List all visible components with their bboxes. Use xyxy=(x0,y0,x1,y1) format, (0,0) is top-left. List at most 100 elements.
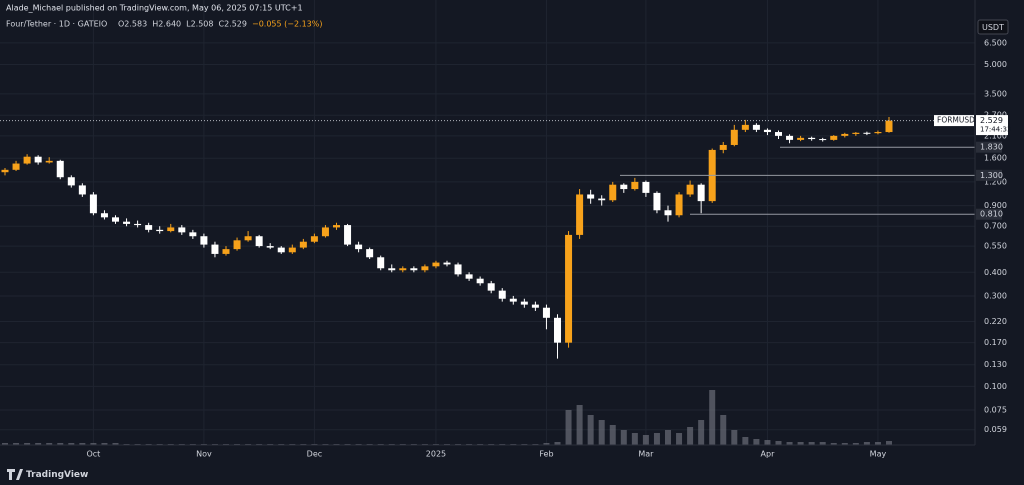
candle-body xyxy=(752,124,760,130)
logo-mark xyxy=(7,469,23,480)
volume-bar xyxy=(35,443,42,445)
candle-body xyxy=(145,225,153,230)
price-label: 2.529 xyxy=(980,116,1003,125)
candle-body xyxy=(454,264,462,275)
candle-body xyxy=(631,181,639,190)
volume-bar xyxy=(587,415,594,445)
candle-body xyxy=(399,268,407,271)
volume-bar xyxy=(68,443,75,445)
volume-bar xyxy=(631,433,638,445)
y-tick-label: 0.700 xyxy=(984,222,1007,231)
header-value: H2.640 xyxy=(152,20,181,29)
symbol-label: FORMUSDT xyxy=(937,116,980,125)
volume-bar xyxy=(598,420,605,445)
level-label: 1.830 xyxy=(980,143,1003,152)
x-tick-label: Dec xyxy=(307,450,322,459)
unit-box[interactable] xyxy=(977,19,1009,35)
candle-body xyxy=(244,236,252,241)
candle-body xyxy=(885,120,893,133)
volume-bar xyxy=(808,442,815,445)
candle-body xyxy=(366,249,374,258)
volume-bar xyxy=(2,443,8,445)
x-tick-label: Nov xyxy=(196,450,212,459)
y-tick-label: 0.075 xyxy=(984,405,1007,414)
candle-body xyxy=(730,129,738,145)
candle-body xyxy=(697,184,705,202)
candle-body xyxy=(100,213,108,218)
volume-bar xyxy=(642,435,649,445)
candle-body xyxy=(189,232,197,237)
candle-body xyxy=(786,135,794,140)
volume-bar xyxy=(863,442,870,445)
candle-body xyxy=(167,227,175,232)
candle-body xyxy=(299,241,307,248)
volume-bar xyxy=(841,443,848,445)
candle-body xyxy=(609,184,617,201)
unit[interactable]: USDT xyxy=(982,23,1004,32)
candle-body xyxy=(178,227,186,233)
candle-body xyxy=(598,198,606,201)
candle-body xyxy=(819,139,827,141)
volume-bar xyxy=(565,410,572,445)
countdown-label: 17:44:33 xyxy=(980,126,1011,134)
level-label-box xyxy=(976,141,1002,153)
candle-body xyxy=(134,223,142,226)
candle-body xyxy=(233,240,241,250)
y-tick-label: 0.170 xyxy=(984,338,1007,347)
candle-body xyxy=(288,247,296,253)
candle-body xyxy=(808,137,816,140)
publisher: Alade_Michael published on TradingView.c… xyxy=(6,4,303,13)
candle-body xyxy=(355,244,363,250)
candle-body xyxy=(200,236,208,245)
candle-body xyxy=(686,184,694,195)
candle-body xyxy=(719,144,727,150)
volume-bar xyxy=(687,427,694,445)
header-value: C2.529 xyxy=(218,20,247,29)
candle-body xyxy=(620,184,628,190)
candle-body xyxy=(830,135,838,140)
candle-body xyxy=(476,278,484,284)
header-value: O2.583 xyxy=(118,20,147,29)
header-value: −0.055 (−2.13%) xyxy=(252,20,323,29)
volume-bar xyxy=(554,442,561,445)
candle-body xyxy=(333,225,340,228)
level-label: 0.810 xyxy=(980,210,1003,219)
footer-logo: TradingView xyxy=(7,469,88,480)
y-tick-label: 0.220 xyxy=(984,317,1007,326)
volume-bar xyxy=(775,441,782,445)
y-tick-label: 2.100 xyxy=(984,131,1007,140)
level-label-box xyxy=(976,208,1002,220)
volume-bar xyxy=(764,440,771,445)
candle-body xyxy=(78,185,86,195)
candle-body xyxy=(89,194,97,214)
volume-bar xyxy=(90,443,97,445)
volume-bar xyxy=(819,442,826,445)
candle-body xyxy=(34,156,42,163)
volume-bar xyxy=(609,425,616,445)
y-tick-label: 6.500 xyxy=(984,38,1007,47)
x-tick-label: 2025 xyxy=(426,450,446,459)
candle-body xyxy=(576,194,584,235)
y-tick-label: 0.130 xyxy=(984,360,1007,369)
candle-body xyxy=(797,137,805,140)
y-tick-label: 0.400 xyxy=(984,268,1007,277)
candle-body xyxy=(443,262,451,265)
candle-body xyxy=(222,249,230,254)
y-tick-label: 5.000 xyxy=(984,60,1007,69)
volume-bar xyxy=(742,437,749,445)
candle-body xyxy=(388,268,396,271)
volume-bar xyxy=(543,443,550,445)
y-tick-label: 3.500 xyxy=(984,89,1007,98)
y-tick-label: 1.600 xyxy=(984,154,1007,163)
candle-body xyxy=(509,298,517,302)
candle-body xyxy=(1,169,9,173)
volume-bar xyxy=(79,443,86,445)
candle-body xyxy=(465,274,473,279)
candle-body xyxy=(542,307,550,318)
volume-bar xyxy=(46,443,53,445)
candle-body xyxy=(321,227,329,237)
volume-bar xyxy=(709,390,716,445)
candle-body xyxy=(67,177,75,186)
volume-bar xyxy=(797,442,804,445)
